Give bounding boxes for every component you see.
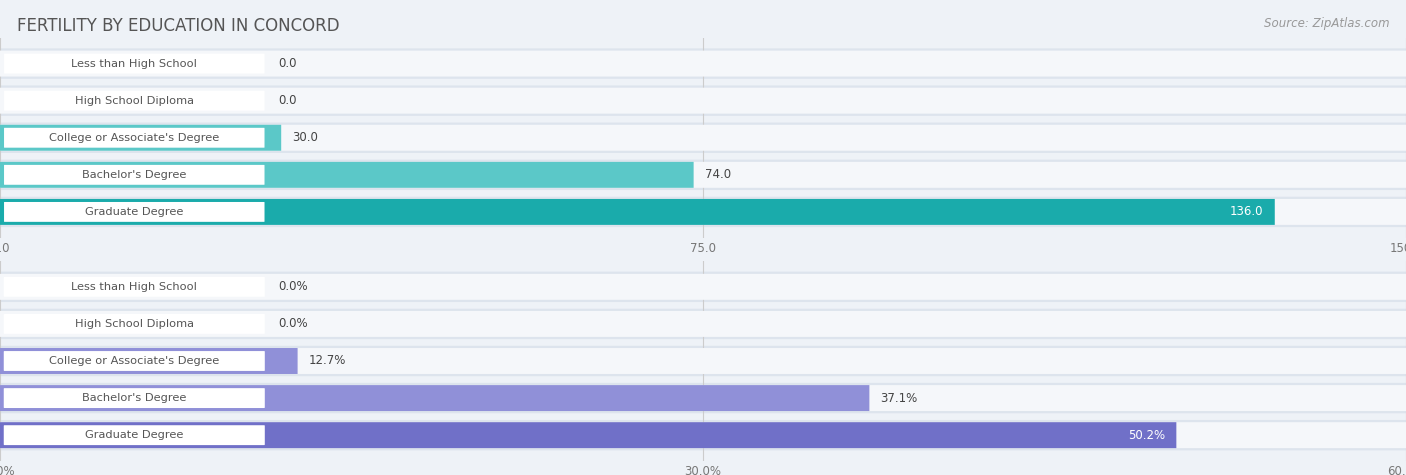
- FancyBboxPatch shape: [0, 160, 1406, 190]
- FancyBboxPatch shape: [0, 420, 1406, 450]
- FancyBboxPatch shape: [4, 388, 264, 408]
- FancyBboxPatch shape: [0, 348, 298, 374]
- FancyBboxPatch shape: [0, 385, 1406, 411]
- Text: 0.0: 0.0: [278, 94, 297, 107]
- FancyBboxPatch shape: [4, 91, 264, 111]
- Text: Graduate Degree: Graduate Degree: [86, 430, 183, 440]
- FancyBboxPatch shape: [0, 51, 1406, 76]
- Text: Less than High School: Less than High School: [72, 58, 197, 68]
- FancyBboxPatch shape: [0, 199, 1406, 225]
- FancyBboxPatch shape: [0, 311, 1406, 337]
- Text: Source: ZipAtlas.com: Source: ZipAtlas.com: [1264, 17, 1389, 29]
- Text: Bachelor's Degree: Bachelor's Degree: [82, 170, 187, 180]
- Text: FERTILITY BY EDUCATION IN CONCORD: FERTILITY BY EDUCATION IN CONCORD: [17, 17, 339, 35]
- FancyBboxPatch shape: [0, 86, 1406, 116]
- FancyBboxPatch shape: [4, 165, 264, 185]
- FancyBboxPatch shape: [0, 197, 1406, 227]
- FancyBboxPatch shape: [0, 162, 1406, 188]
- FancyBboxPatch shape: [4, 314, 264, 334]
- FancyBboxPatch shape: [0, 162, 693, 188]
- FancyBboxPatch shape: [0, 123, 1406, 153]
- FancyBboxPatch shape: [0, 199, 1275, 225]
- Text: High School Diploma: High School Diploma: [75, 95, 194, 105]
- Text: 0.0: 0.0: [278, 57, 297, 70]
- Text: 0.0%: 0.0%: [278, 317, 308, 331]
- FancyBboxPatch shape: [0, 346, 1406, 376]
- FancyBboxPatch shape: [0, 422, 1406, 448]
- Text: 0.0%: 0.0%: [278, 280, 308, 294]
- FancyBboxPatch shape: [0, 348, 1406, 374]
- FancyBboxPatch shape: [4, 128, 264, 148]
- FancyBboxPatch shape: [0, 422, 1177, 448]
- FancyBboxPatch shape: [0, 309, 1406, 339]
- FancyBboxPatch shape: [0, 125, 1406, 151]
- FancyBboxPatch shape: [4, 425, 264, 445]
- Text: Graduate Degree: Graduate Degree: [86, 207, 183, 217]
- FancyBboxPatch shape: [0, 385, 869, 411]
- Text: 37.1%: 37.1%: [880, 391, 918, 405]
- FancyBboxPatch shape: [0, 88, 1406, 114]
- Text: 12.7%: 12.7%: [309, 354, 346, 368]
- Text: 74.0: 74.0: [704, 168, 731, 181]
- FancyBboxPatch shape: [4, 54, 264, 74]
- Text: Bachelor's Degree: Bachelor's Degree: [82, 393, 187, 403]
- FancyBboxPatch shape: [0, 125, 281, 151]
- Text: High School Diploma: High School Diploma: [75, 319, 194, 329]
- FancyBboxPatch shape: [0, 274, 1406, 300]
- Text: 136.0: 136.0: [1230, 205, 1264, 218]
- Text: 30.0: 30.0: [292, 131, 318, 144]
- FancyBboxPatch shape: [4, 351, 264, 371]
- Text: 50.2%: 50.2%: [1128, 428, 1166, 442]
- Text: College or Associate's Degree: College or Associate's Degree: [49, 356, 219, 366]
- Text: College or Associate's Degree: College or Associate's Degree: [49, 133, 219, 143]
- FancyBboxPatch shape: [0, 272, 1406, 302]
- FancyBboxPatch shape: [0, 383, 1406, 413]
- Text: Less than High School: Less than High School: [72, 282, 197, 292]
- FancyBboxPatch shape: [4, 202, 264, 222]
- FancyBboxPatch shape: [4, 277, 264, 297]
- FancyBboxPatch shape: [0, 48, 1406, 79]
